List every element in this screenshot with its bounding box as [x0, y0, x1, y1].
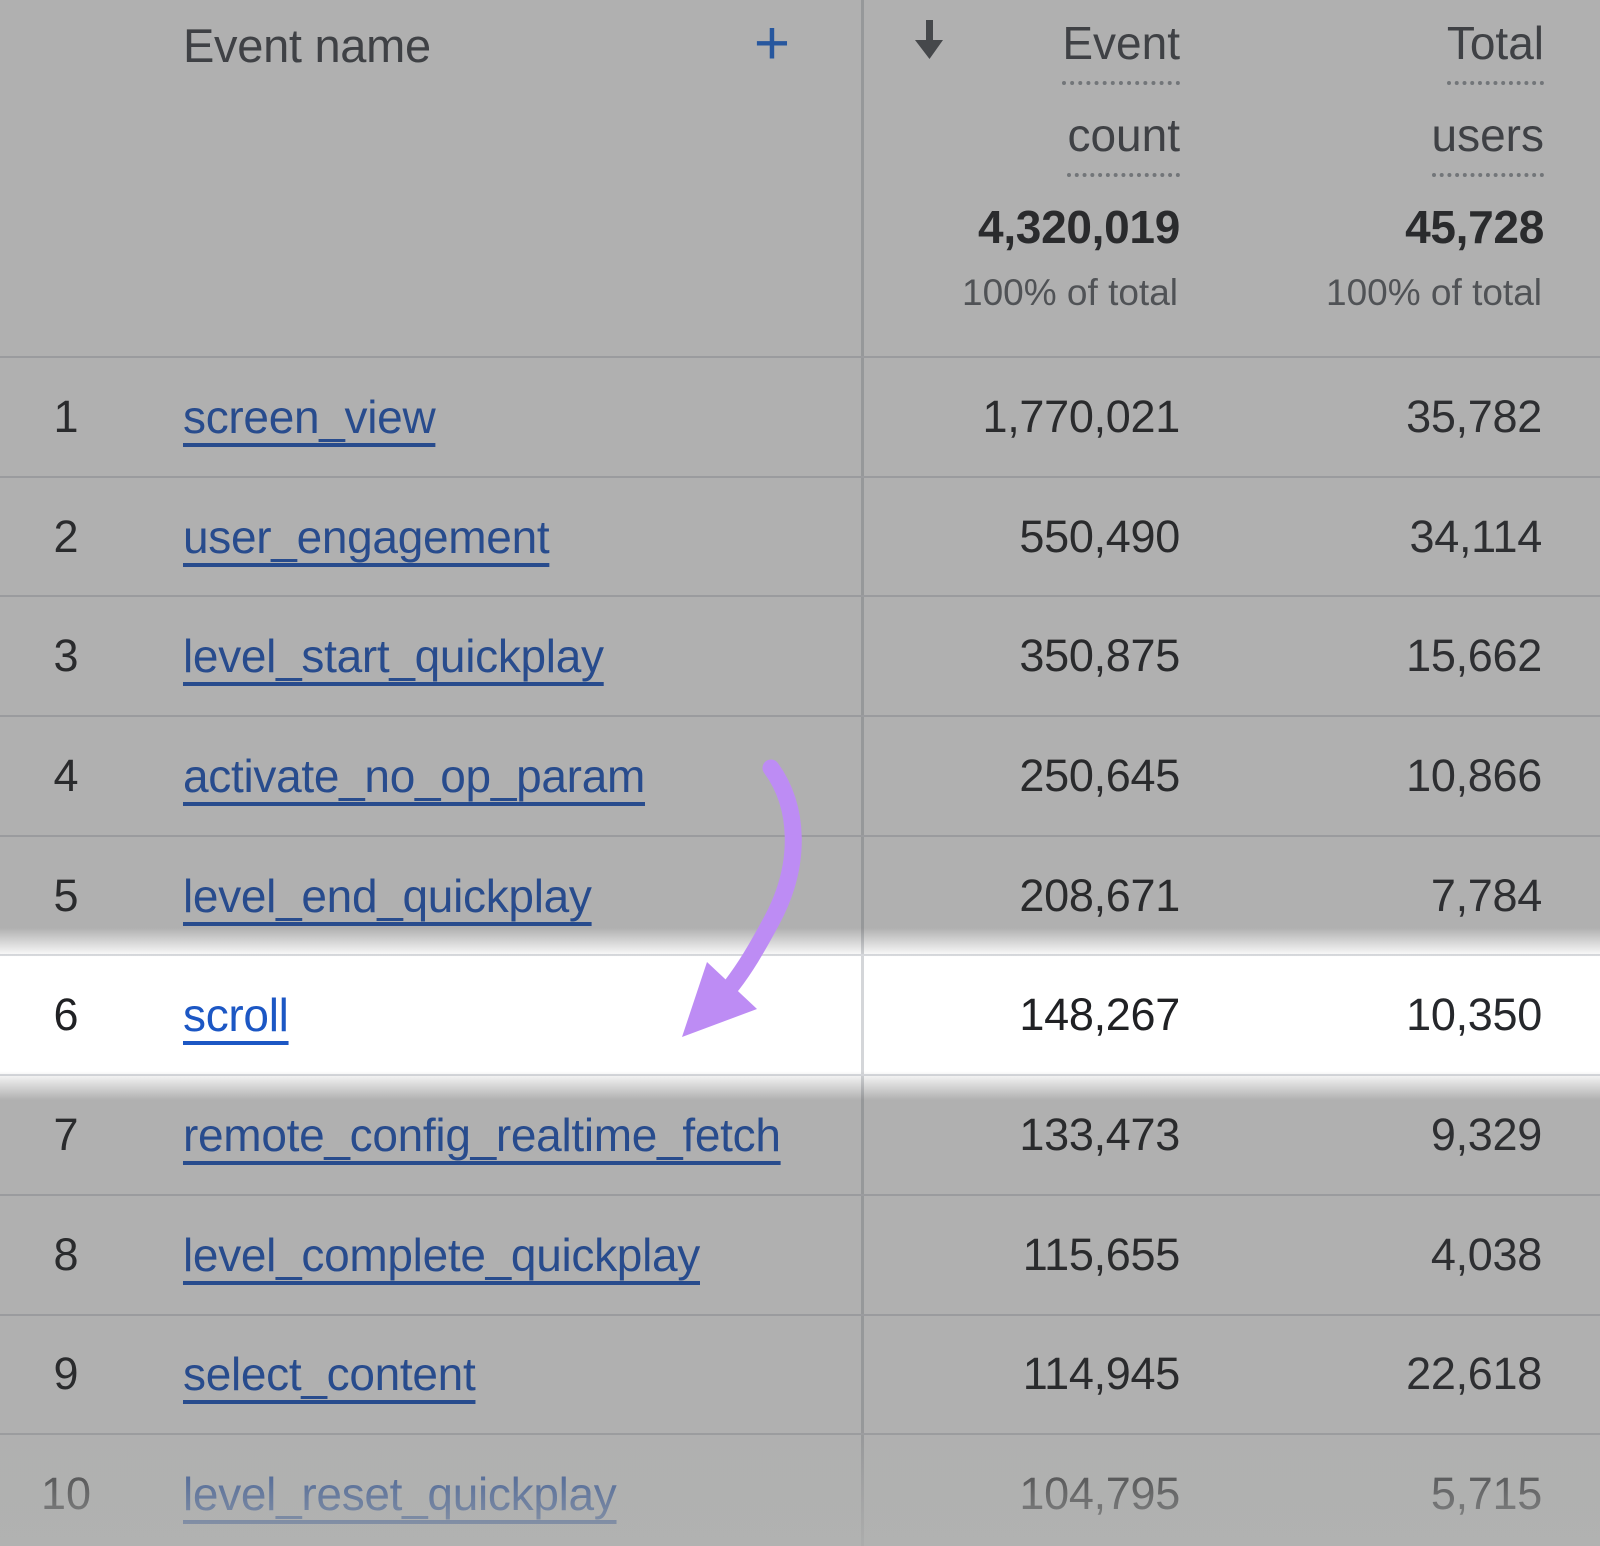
event-count-value: 104,795 — [1019, 1468, 1180, 1520]
event-name-link[interactable]: level_reset_quickplay — [183, 1468, 617, 1521]
row-index: 8 — [53, 1228, 79, 1280]
row-index: 9 — [53, 1348, 79, 1400]
total-users-value: 10,866 — [1406, 749, 1542, 801]
column-header-line[interactable]: users — [1431, 110, 1544, 177]
total-users-value: 7,784 — [1430, 869, 1542, 921]
column-header-line[interactable]: count — [1067, 110, 1180, 177]
table-row[interactable]: 8 level_complete_quickplay 115,655 4,038 — [0, 1193, 1600, 1314]
event-name-link[interactable]: level_complete_quickplay — [183, 1228, 700, 1281]
row-index: 7 — [53, 1108, 79, 1160]
event-count-value: 250,645 — [1019, 749, 1180, 801]
event-count-value: 1,770,021 — [982, 390, 1181, 442]
event-name-link[interactable]: activate_no_op_param — [183, 749, 645, 802]
table-row[interactable]: 9 select_content 114,945 22,618 — [0, 1313, 1600, 1434]
row-index: 2 — [53, 510, 79, 562]
table-row-highlighted[interactable]: 6 scroll 148,267 10,350 — [0, 954, 1600, 1074]
event-count-value: 208,671 — [1019, 869, 1180, 921]
total-users-value: 9,329 — [1430, 1108, 1542, 1160]
row-index: 4 — [53, 749, 79, 801]
table-header: Event name + Event count Total users 4,3… — [0, 0, 1600, 356]
row-index: 6 — [53, 989, 79, 1041]
total-users-subtotal: 100% of total — [1326, 272, 1542, 313]
row-index: 1 — [53, 390, 79, 442]
column-header-line[interactable]: Event — [1062, 18, 1180, 85]
total-users-value: 10,350 — [1406, 989, 1542, 1041]
event-name-link[interactable]: level_start_quickplay — [183, 630, 604, 683]
event-count-value: 133,473 — [1019, 1108, 1180, 1160]
event-name-link[interactable]: remote_config_realtime_fetch — [183, 1108, 781, 1161]
row-index: 3 — [53, 630, 79, 682]
total-users-value: 35,782 — [1406, 390, 1542, 442]
event-count-subtotal: 100% of total — [962, 272, 1178, 313]
total-users-value: 15,662 — [1406, 630, 1542, 682]
event-count-total: 4,320,019 — [978, 201, 1180, 253]
table-row[interactable]: 5 level_end_quickplay 208,671 7,784 — [0, 834, 1600, 955]
row-index: 10 — [40, 1468, 92, 1520]
total-users-value: 22,618 — [1406, 1348, 1542, 1400]
event-name-link[interactable]: scroll — [183, 989, 289, 1042]
add-dimension-button[interactable]: + — [753, 9, 791, 78]
column-header-event-name[interactable]: Event name — [183, 19, 431, 72]
column-divider — [861, 0, 864, 1546]
table-row[interactable]: 1 screen_view 1,770,021 35,782 — [0, 356, 1600, 476]
event-name-link[interactable]: select_content — [183, 1348, 476, 1401]
event-count-value: 148,267 — [1019, 989, 1180, 1041]
table-row[interactable]: 3 level_start_quickplay 350,875 15,662 — [0, 595, 1600, 715]
total-users-value: 5,715 — [1430, 1468, 1542, 1520]
column-header-line[interactable]: Total — [1446, 18, 1544, 85]
table-row[interactable]: 10 level_reset_quickplay 104,795 5,715 — [0, 1433, 1600, 1546]
column-header-event-count[interactable]: Event count — [1062, 18, 1180, 202]
total-users-total: 45,728 — [1405, 201, 1544, 253]
event-name-link[interactable]: level_end_quickplay — [183, 869, 592, 922]
table-row[interactable]: 4 activate_no_op_param 250,645 10,866 — [0, 715, 1600, 835]
table-body: 1 screen_view 1,770,021 35,782 2 user_en… — [0, 356, 1600, 1546]
event-name-link[interactable]: screen_view — [183, 390, 436, 443]
event-count-value: 114,945 — [1022, 1348, 1181, 1400]
total-users-value: 34,114 — [1409, 510, 1543, 562]
event-count-value: 350,875 — [1019, 630, 1180, 682]
table-row[interactable]: 7 remote_config_realtime_fetch 133,473 9… — [0, 1074, 1600, 1194]
event-name-link[interactable]: user_engagement — [183, 510, 550, 563]
row-index: 5 — [53, 869, 79, 921]
sort-descending-icon[interactable] — [906, 16, 952, 64]
total-users-value: 4,038 — [1430, 1228, 1542, 1280]
table-row[interactable]: 2 user_engagement 550,490 34,114 — [0, 475, 1600, 596]
event-count-value: 550,490 — [1019, 510, 1180, 562]
column-header-total-users[interactable]: Total users — [1431, 18, 1544, 202]
event-count-value: 115,655 — [1022, 1228, 1181, 1280]
